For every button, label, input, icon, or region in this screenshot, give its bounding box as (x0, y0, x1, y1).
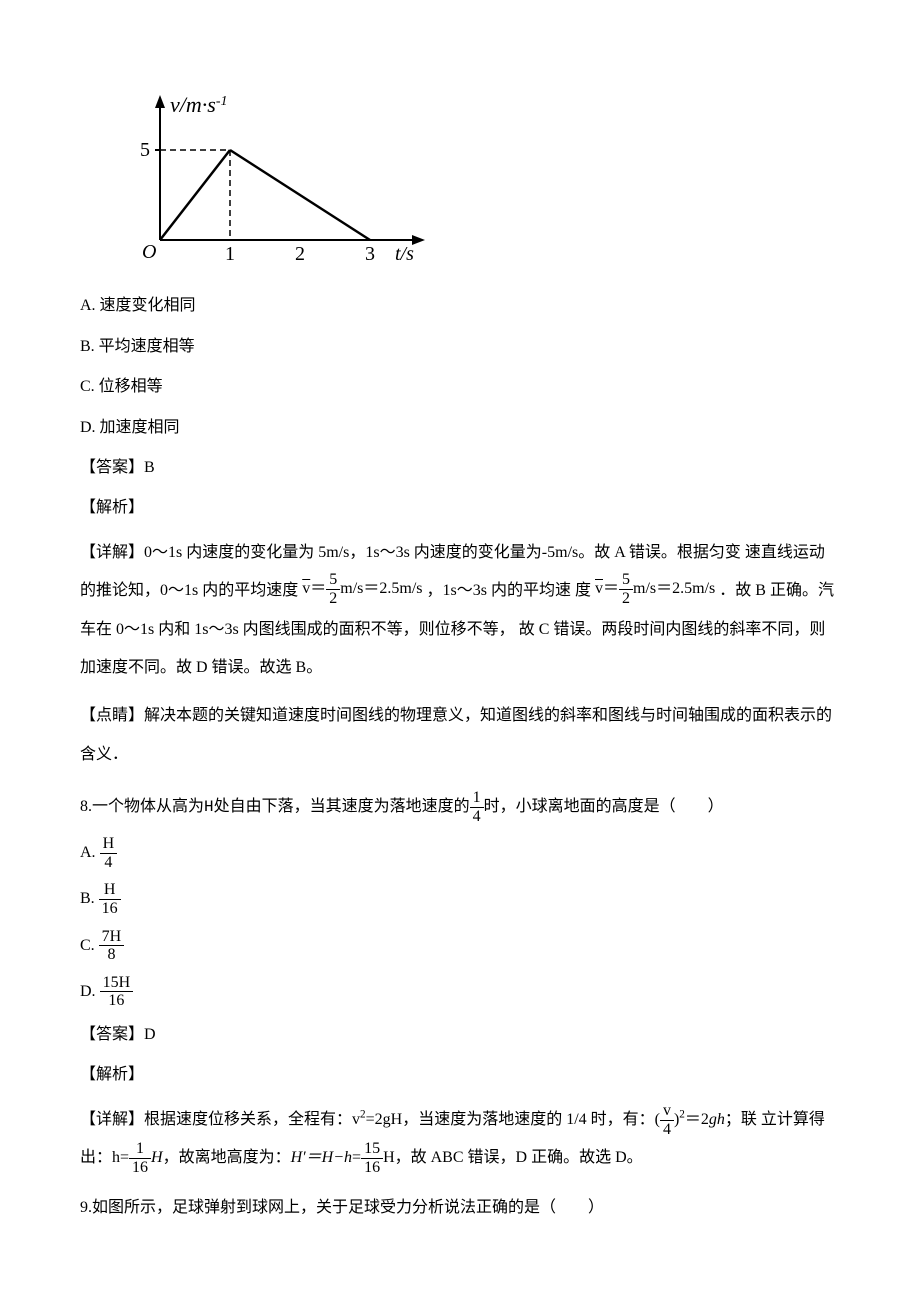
q7-formula-1: v＝52m/s＝2.5m/s (302, 571, 422, 607)
q7-option-d: D. 加速度相同 (80, 413, 840, 443)
xlabel: t/s (395, 243, 414, 260)
q7-detail-1: 【详解】0～1s 内速度的变化量为 5m/s，1s～3s 内速度的变化量为-5m… (80, 544, 741, 561)
q8-answer: 【答案】D (80, 1020, 840, 1050)
q7-formula-2: v＝52m/s＝2.5m/s (595, 571, 715, 607)
xtick-1: 1 (225, 243, 235, 260)
vt-graph-svg: 5 1 2 3 O ν/m·s-1 t/s (110, 90, 430, 260)
q7-option-c: C. 位移相等 (80, 372, 840, 402)
xtick-2: 2 (295, 243, 305, 260)
q7-detail: 【详解】0～1s 内速度的变化量为 5m/s，1s～3s 内速度的变化量为-5m… (80, 534, 840, 688)
q7-detail-2b: ，1s～3s 内的平均速 (427, 582, 571, 599)
q7-detail-3a: 度 (575, 582, 591, 599)
velocity-time-graph: 5 1 2 3 O ν/m·s-1 t/s (110, 90, 840, 271)
q8-option-b: B. H16 (80, 881, 840, 917)
q8-detail: 【详解】根据速度位移关系，全程有：v2=2gH，当速度为落地速度的 1/4 时，… (80, 1101, 840, 1178)
q7-point: 【点睛】解决本题的关键知道速度时间图线的物理意义，知道图线的斜率和图线与时间轴围… (80, 697, 840, 774)
q7-option-a: A. 速度变化相同 (80, 291, 840, 321)
q7-option-b: B. 平均速度相等 (80, 332, 840, 362)
ytick-5: 5 (140, 139, 150, 161)
q7-answer: 【答案】B (80, 453, 840, 483)
q7-explain: 【解析】 (80, 493, 840, 523)
origin-label: O (142, 241, 156, 260)
q8-option-a: A. H4 (80, 835, 840, 871)
q8-option-d: D. 15H16 (80, 974, 840, 1010)
q9-question: 9.如图所示，足球弹射到球网上，关于足球受力分析说法正确的是（ ） (80, 1193, 840, 1223)
q8-explain: 【解析】 (80, 1060, 840, 1090)
ylabel: ν/m·s-1 (170, 92, 228, 117)
q8-question: 8.一个物体从高为H处自由下落，当其速度为落地速度的14时，小球离地面的高度是（… (80, 789, 840, 825)
q8-option-c: C. 7H8 (80, 928, 840, 964)
xtick-3: 3 (365, 243, 375, 260)
